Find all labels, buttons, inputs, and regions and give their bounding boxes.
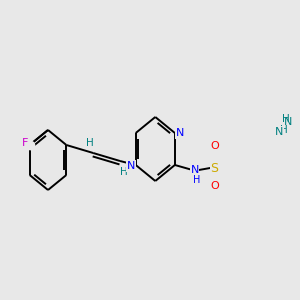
Text: H: H [282, 114, 290, 124]
Text: H: H [280, 125, 287, 135]
Text: N: N [127, 161, 135, 171]
Text: H: H [193, 175, 200, 185]
Text: N: N [284, 117, 292, 127]
Text: O: O [210, 141, 219, 151]
Text: F: F [22, 138, 28, 148]
Text: N: N [275, 127, 283, 137]
Text: S: S [210, 161, 218, 175]
Text: N: N [190, 165, 199, 175]
Text: H: H [120, 167, 128, 177]
Text: H: H [86, 138, 94, 148]
Text: O: O [210, 181, 219, 191]
Text: N: N [176, 128, 184, 138]
